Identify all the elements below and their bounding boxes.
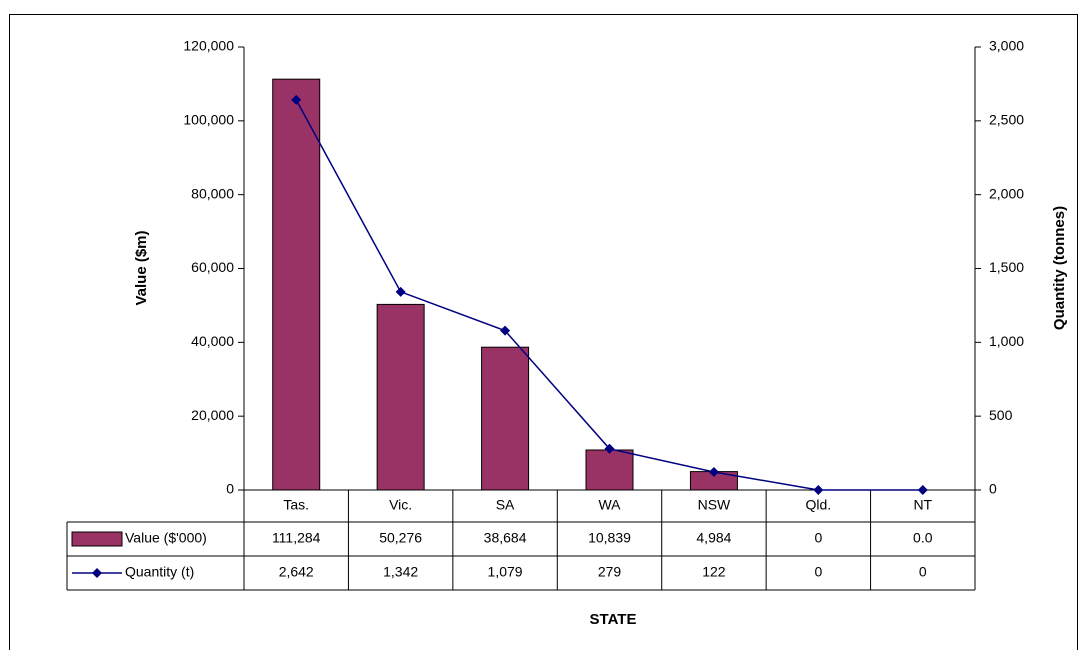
y-tick-label: 100,000 (183, 112, 234, 128)
y-tick-label: 40,000 (191, 333, 234, 349)
x-tick-label: Vic. (389, 497, 412, 513)
table-cell: 279 (598, 564, 622, 580)
legend-key (92, 568, 102, 578)
table-cell: 0 (814, 564, 822, 580)
marker (395, 286, 406, 297)
x-tick-label: Qld. (806, 497, 832, 513)
y2-tick-label: 2,500 (989, 112, 1024, 128)
table-cell: 2,642 (279, 564, 314, 580)
marker (813, 485, 824, 495)
table-cell: 1,342 (383, 564, 418, 580)
table-cell: 111,284 (272, 530, 321, 546)
table-cell: 0 (919, 564, 927, 580)
table-cell: 50,276 (379, 530, 422, 546)
bar (481, 346, 530, 491)
x-tick-label: Tas. (283, 497, 309, 513)
bar (376, 303, 425, 491)
y-tick-label: 60,000 (191, 259, 234, 275)
y-tick-label: 80,000 (191, 185, 234, 201)
chart-border (9, 14, 1078, 650)
y2-tick-label: 0 (989, 481, 997, 497)
marker (708, 466, 719, 477)
y2-tick-label: 500 (989, 407, 1013, 423)
marker (291, 94, 302, 105)
marker (500, 325, 511, 336)
legend-label: Value ($'000) (125, 530, 207, 546)
table-cell: 122 (702, 564, 726, 580)
x-tick-label: NT (913, 497, 932, 513)
marker (604, 443, 615, 454)
x-tick-label: SA (496, 497, 515, 513)
table-cell: 0.0 (913, 530, 933, 546)
legend-label: Quantity (t) (125, 564, 194, 580)
table-cell: 0 (814, 530, 822, 546)
y-tick-label: 20,000 (191, 407, 234, 423)
table-cell: 1,079 (488, 564, 523, 580)
marker (917, 485, 928, 495)
bar (272, 78, 321, 491)
y2-tick-label: 2,000 (989, 185, 1024, 201)
legend-key (71, 531, 123, 547)
y2-tick-label: 1,000 (989, 333, 1024, 349)
y2-axis-title: Quantity (tonnes) (1051, 206, 1068, 330)
y2-tick-label: 3,000 (989, 38, 1024, 54)
table-cell: 4,984 (696, 530, 731, 546)
y-axis-title: Value ($m) (133, 230, 150, 305)
table-cell: 10,839 (588, 530, 631, 546)
x-tick-label: NSW (698, 497, 731, 513)
y-tick-label: 0 (226, 481, 234, 497)
y-tick-label: 120,000 (183, 38, 234, 54)
table-cell: 38,684 (484, 530, 527, 546)
bar (585, 449, 634, 491)
x-axis-title: STATE (590, 611, 637, 628)
x-tick-label: WA (598, 497, 621, 513)
y2-tick-label: 1,500 (989, 259, 1024, 275)
